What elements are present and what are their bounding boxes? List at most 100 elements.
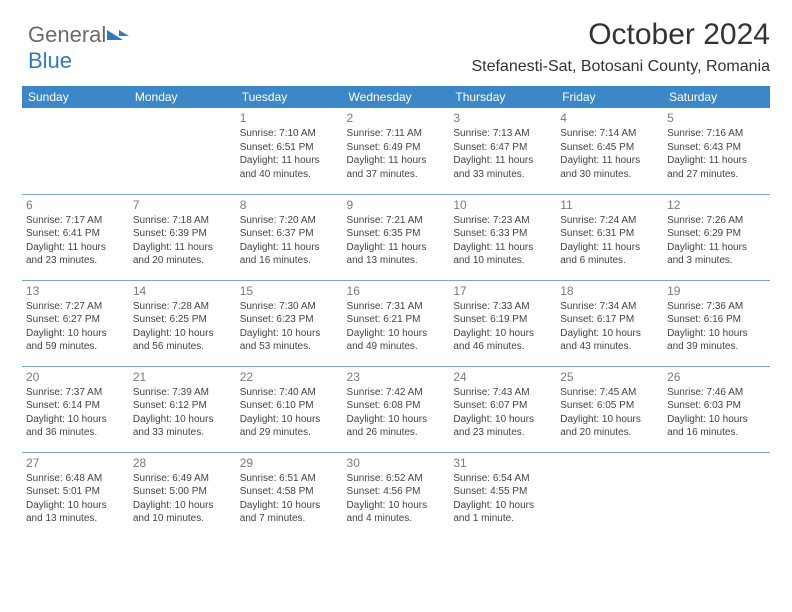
weekday-header: Saturday [663, 86, 770, 108]
day-number: 20 [26, 369, 125, 385]
calendar-day-cell: 17Sunrise: 7:33 AMSunset: 6:19 PMDayligh… [449, 280, 556, 366]
calendar-table: SundayMondayTuesdayWednesdayThursdayFrid… [22, 86, 770, 538]
day-number: 24 [453, 369, 552, 385]
calendar-blank-cell [22, 108, 129, 194]
day-number: 3 [453, 110, 552, 126]
day-info: Sunrise: 7:37 AMSunset: 6:14 PMDaylight:… [26, 386, 125, 440]
page-title: October 2024 [22, 18, 770, 52]
day-number: 9 [347, 197, 446, 213]
day-info: Sunrise: 6:52 AMSunset: 4:56 PMDaylight:… [347, 472, 446, 526]
day-number: 27 [26, 455, 125, 471]
day-info: Sunrise: 7:43 AMSunset: 6:07 PMDaylight:… [453, 386, 552, 440]
day-number: 4 [560, 110, 659, 126]
calendar-week-row: 6Sunrise: 7:17 AMSunset: 6:41 PMDaylight… [22, 194, 770, 280]
logo-text-blue: Blue [28, 48, 72, 73]
weekday-header: Sunday [22, 86, 129, 108]
calendar-day-cell: 5Sunrise: 7:16 AMSunset: 6:43 PMDaylight… [663, 108, 770, 194]
calendar-day-cell: 20Sunrise: 7:37 AMSunset: 6:14 PMDayligh… [22, 366, 129, 452]
day-number: 14 [133, 283, 232, 299]
calendar-week-row: 1Sunrise: 7:10 AMSunset: 6:51 PMDaylight… [22, 108, 770, 194]
day-info: Sunrise: 7:13 AMSunset: 6:47 PMDaylight:… [453, 127, 552, 181]
day-info: Sunrise: 7:30 AMSunset: 6:23 PMDaylight:… [240, 300, 339, 354]
day-info: Sunrise: 7:31 AMSunset: 6:21 PMDaylight:… [347, 300, 446, 354]
weekday-header: Thursday [449, 86, 556, 108]
logo: General Blue [28, 22, 129, 74]
day-info: Sunrise: 7:39 AMSunset: 6:12 PMDaylight:… [133, 386, 232, 440]
calendar-day-cell: 19Sunrise: 7:36 AMSunset: 6:16 PMDayligh… [663, 280, 770, 366]
calendar-blank-cell [663, 452, 770, 538]
calendar-blank-cell [556, 452, 663, 538]
day-number: 2 [347, 110, 446, 126]
day-info: Sunrise: 7:21 AMSunset: 6:35 PMDaylight:… [347, 214, 446, 268]
day-info: Sunrise: 7:17 AMSunset: 6:41 PMDaylight:… [26, 214, 125, 268]
location-subtitle: Stefanesti-Sat, Botosani County, Romania [22, 58, 770, 76]
header: October 2024 Stefanesti-Sat, Botosani Co… [22, 18, 770, 76]
weekday-header: Friday [556, 86, 663, 108]
calendar-blank-cell [129, 108, 236, 194]
calendar-day-cell: 26Sunrise: 7:46 AMSunset: 6:03 PMDayligh… [663, 366, 770, 452]
calendar-day-cell: 9Sunrise: 7:21 AMSunset: 6:35 PMDaylight… [343, 194, 450, 280]
calendar-day-cell: 18Sunrise: 7:34 AMSunset: 6:17 PMDayligh… [556, 280, 663, 366]
day-info: Sunrise: 7:34 AMSunset: 6:17 PMDaylight:… [560, 300, 659, 354]
day-info: Sunrise: 6:48 AMSunset: 5:01 PMDaylight:… [26, 472, 125, 526]
calendar-day-cell: 4Sunrise: 7:14 AMSunset: 6:45 PMDaylight… [556, 108, 663, 194]
day-info: Sunrise: 7:26 AMSunset: 6:29 PMDaylight:… [667, 214, 766, 268]
day-info: Sunrise: 7:27 AMSunset: 6:27 PMDaylight:… [26, 300, 125, 354]
day-number: 28 [133, 455, 232, 471]
day-number: 23 [347, 369, 446, 385]
calendar-day-cell: 14Sunrise: 7:28 AMSunset: 6:25 PMDayligh… [129, 280, 236, 366]
calendar-week-row: 13Sunrise: 7:27 AMSunset: 6:27 PMDayligh… [22, 280, 770, 366]
day-info: Sunrise: 6:49 AMSunset: 5:00 PMDaylight:… [133, 472, 232, 526]
day-info: Sunrise: 7:20 AMSunset: 6:37 PMDaylight:… [240, 214, 339, 268]
day-number: 7 [133, 197, 232, 213]
day-info: Sunrise: 6:54 AMSunset: 4:55 PMDaylight:… [453, 472, 552, 526]
calendar-day-cell: 23Sunrise: 7:42 AMSunset: 6:08 PMDayligh… [343, 366, 450, 452]
calendar-day-cell: 10Sunrise: 7:23 AMSunset: 6:33 PMDayligh… [449, 194, 556, 280]
calendar-day-cell: 6Sunrise: 7:17 AMSunset: 6:41 PMDaylight… [22, 194, 129, 280]
day-number: 25 [560, 369, 659, 385]
calendar-week-row: 27Sunrise: 6:48 AMSunset: 5:01 PMDayligh… [22, 452, 770, 538]
day-info: Sunrise: 7:46 AMSunset: 6:03 PMDaylight:… [667, 386, 766, 440]
day-info: Sunrise: 7:16 AMSunset: 6:43 PMDaylight:… [667, 127, 766, 181]
calendar-day-cell: 27Sunrise: 6:48 AMSunset: 5:01 PMDayligh… [22, 452, 129, 538]
day-info: Sunrise: 6:51 AMSunset: 4:58 PMDaylight:… [240, 472, 339, 526]
calendar-week-row: 20Sunrise: 7:37 AMSunset: 6:14 PMDayligh… [22, 366, 770, 452]
calendar-day-cell: 12Sunrise: 7:26 AMSunset: 6:29 PMDayligh… [663, 194, 770, 280]
calendar-day-cell: 3Sunrise: 7:13 AMSunset: 6:47 PMDaylight… [449, 108, 556, 194]
day-info: Sunrise: 7:10 AMSunset: 6:51 PMDaylight:… [240, 127, 339, 181]
day-info: Sunrise: 7:28 AMSunset: 6:25 PMDaylight:… [133, 300, 232, 354]
day-number: 22 [240, 369, 339, 385]
calendar-day-cell: 25Sunrise: 7:45 AMSunset: 6:05 PMDayligh… [556, 366, 663, 452]
day-info: Sunrise: 7:42 AMSunset: 6:08 PMDaylight:… [347, 386, 446, 440]
calendar-day-cell: 22Sunrise: 7:40 AMSunset: 6:10 PMDayligh… [236, 366, 343, 452]
day-number: 17 [453, 283, 552, 299]
day-info: Sunrise: 7:40 AMSunset: 6:10 PMDaylight:… [240, 386, 339, 440]
day-number: 6 [26, 197, 125, 213]
day-info: Sunrise: 7:23 AMSunset: 6:33 PMDaylight:… [453, 214, 552, 268]
day-info: Sunrise: 7:18 AMSunset: 6:39 PMDaylight:… [133, 214, 232, 268]
calendar-day-cell: 8Sunrise: 7:20 AMSunset: 6:37 PMDaylight… [236, 194, 343, 280]
day-info: Sunrise: 7:45 AMSunset: 6:05 PMDaylight:… [560, 386, 659, 440]
calendar-day-cell: 29Sunrise: 6:51 AMSunset: 4:58 PMDayligh… [236, 452, 343, 538]
day-info: Sunrise: 7:11 AMSunset: 6:49 PMDaylight:… [347, 127, 446, 181]
day-number: 31 [453, 455, 552, 471]
logo-text-gray: General [28, 22, 106, 47]
day-number: 16 [347, 283, 446, 299]
day-number: 26 [667, 369, 766, 385]
day-number: 18 [560, 283, 659, 299]
logo-triangle2-icon [119, 30, 129, 36]
calendar-day-cell: 28Sunrise: 6:49 AMSunset: 5:00 PMDayligh… [129, 452, 236, 538]
calendar-day-cell: 13Sunrise: 7:27 AMSunset: 6:27 PMDayligh… [22, 280, 129, 366]
day-info: Sunrise: 7:24 AMSunset: 6:31 PMDaylight:… [560, 214, 659, 268]
day-number: 19 [667, 283, 766, 299]
weekday-header-row: SundayMondayTuesdayWednesdayThursdayFrid… [22, 86, 770, 108]
calendar-day-cell: 1Sunrise: 7:10 AMSunset: 6:51 PMDaylight… [236, 108, 343, 194]
day-number: 30 [347, 455, 446, 471]
day-info: Sunrise: 7:33 AMSunset: 6:19 PMDaylight:… [453, 300, 552, 354]
calendar-body: 1Sunrise: 7:10 AMSunset: 6:51 PMDaylight… [22, 108, 770, 538]
calendar-day-cell: 24Sunrise: 7:43 AMSunset: 6:07 PMDayligh… [449, 366, 556, 452]
day-number: 15 [240, 283, 339, 299]
day-number: 11 [560, 197, 659, 213]
day-number: 29 [240, 455, 339, 471]
day-info: Sunrise: 7:36 AMSunset: 6:16 PMDaylight:… [667, 300, 766, 354]
